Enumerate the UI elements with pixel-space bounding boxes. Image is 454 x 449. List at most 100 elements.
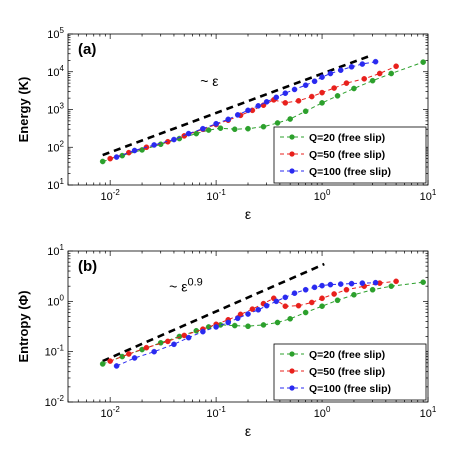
data-point: [113, 363, 120, 369]
data-point: [217, 125, 224, 131]
data-point: [343, 286, 350, 293]
series-line: [102, 281, 424, 365]
data-point: [151, 142, 157, 148]
data-point: [331, 85, 337, 91]
data-point: [319, 295, 325, 302]
legend-label: Q=50 (free slip): [309, 366, 385, 378]
data-point: [372, 58, 379, 65]
data-point: [348, 280, 355, 287]
legend-label: Q=100 (free slip): [309, 383, 391, 395]
chart-panel-b: 10-2 10-1 100 101 10-2 10-1 100 101 Entropy (Φ) ε…: [16, 243, 437, 439]
data-point: [308, 299, 315, 306]
data-point: [260, 322, 267, 328]
series-q-20: [99, 59, 426, 165]
data-point: [200, 125, 206, 132]
x-tick-label: 101: [420, 188, 437, 203]
data-point: [157, 340, 164, 346]
y-tick-label: 10-1: [45, 344, 65, 359]
data-point: [282, 100, 289, 106]
legend-entry: Q=20 (free slip): [280, 132, 385, 144]
data-point: [311, 284, 318, 291]
data-point: [231, 126, 238, 133]
data-point: [361, 76, 368, 82]
data-point: [302, 82, 309, 89]
data-point: [234, 112, 241, 118]
x-tick-label: 10-2: [100, 188, 120, 203]
data-point: [225, 319, 231, 326]
legend-entry: Q=100 (free slip): [280, 383, 391, 395]
data-point: [295, 302, 302, 309]
data-point: [213, 120, 219, 127]
legend-label: Q=50 (free slip): [309, 149, 385, 161]
x-tick-label: 10-1: [206, 405, 226, 420]
data-point: [388, 70, 395, 77]
x-axis-label: ε: [245, 206, 251, 222]
data-point: [255, 306, 262, 313]
data-point: [263, 98, 270, 105]
y-tick-label: 105: [47, 26, 64, 41]
legend-box: [273, 126, 427, 184]
data-point: [348, 64, 355, 70]
data-point: [255, 103, 262, 109]
data-point: [260, 123, 267, 130]
data-point: [245, 311, 251, 317]
data-point: [273, 94, 280, 101]
legend-label: Q=20 (free slip): [309, 132, 385, 144]
data-point: [319, 282, 325, 289]
data-point: [131, 147, 138, 154]
x-tick-label: 10-1: [206, 188, 226, 203]
data-point: [193, 130, 200, 137]
data-point: [319, 74, 325, 80]
data-point: [234, 315, 241, 322]
legend-entry: Q=100 (free slip): [280, 166, 391, 178]
data-point: [319, 89, 325, 96]
data-point: [343, 80, 350, 86]
series-q-100: [113, 58, 379, 160]
y-tick-label: 101: [47, 243, 64, 258]
reference-annotation: ~ ε: [200, 73, 218, 89]
data-point: [334, 93, 341, 99]
data-point: [200, 328, 206, 335]
data-point: [319, 100, 325, 106]
legend-box: [273, 343, 427, 401]
legend-marker: [289, 134, 295, 140]
panel-label: (a): [78, 41, 96, 58]
data-point: [291, 290, 298, 297]
legend-marker: [289, 368, 295, 374]
data-point: [319, 303, 325, 310]
y-tick-label: 10-2: [45, 394, 65, 409]
data-point: [107, 155, 113, 162]
legend-entry: Q=20 (free slip): [280, 349, 385, 361]
data-point: [151, 348, 157, 355]
y-axis-label: Energy (K): [16, 77, 31, 143]
data-point: [185, 130, 192, 137]
data-point: [139, 147, 145, 153]
data-point: [308, 93, 315, 100]
data-point: [291, 86, 298, 93]
series-line: [102, 61, 424, 162]
data-point: [245, 125, 251, 132]
data-point: [369, 286, 376, 293]
data-point: [213, 324, 219, 330]
y-tick-label: 103: [47, 102, 64, 117]
legend: Q=20 (free slip) Q=50 (free slip) Q=100 (f…: [273, 343, 427, 401]
data-point: [302, 286, 309, 293]
data-point: [351, 291, 357, 298]
data-point: [245, 323, 251, 330]
series-line: [116, 61, 376, 158]
data-point: [131, 355, 138, 361]
data-point: [165, 338, 171, 345]
data-point: [126, 351, 132, 357]
data-point: [337, 281, 344, 287]
data-point: [393, 278, 399, 285]
data-point: [287, 116, 293, 122]
data-point: [369, 77, 376, 84]
data-point: [181, 332, 188, 339]
x-tick-label: 100: [314, 405, 331, 420]
data-point: [282, 303, 289, 310]
data-point: [359, 280, 366, 286]
chart-panel-a: 10-2 10-1 100 101 101 102 103 104 105 Energy (K) ε…: [16, 26, 437, 222]
data-point: [245, 107, 251, 114]
data-point: [302, 108, 309, 115]
